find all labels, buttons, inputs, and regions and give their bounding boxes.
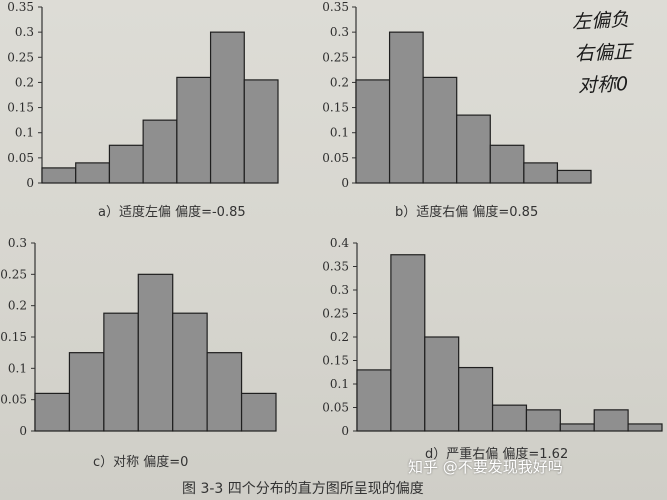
caption-c: c）对称 偏度=0 [93, 455, 189, 470]
y-tick-label: 0 [341, 176, 349, 190]
y-tick-label: 0.15 [0, 330, 27, 344]
y-tick-label: 0.3 [330, 283, 349, 297]
y-tick-label: 0.35 [322, 260, 349, 274]
histogram-bar [388, 31, 424, 184]
y-tick-label: 0.05 [322, 151, 349, 165]
histogram-bar [525, 409, 561, 432]
handwritten-note-symmetric: 对称0 [577, 73, 629, 97]
y-tick-label: 0.1 [15, 126, 34, 140]
y-tick-label: 0 [19, 424, 27, 438]
y-tick-label: 0.15 [322, 354, 349, 368]
histogram-bar [206, 352, 243, 432]
figure-caption: 图 3-3 四个分布的直方图所呈现的偏度 [182, 481, 424, 497]
handwritten-note-right-skew: 右偏正 [574, 41, 633, 65]
y-tick-label: 0.3 [330, 25, 349, 39]
y-tick-label: 0.3 [15, 25, 34, 39]
y-tick-label: 0.2 [330, 75, 349, 89]
y-tick-label: 0 [341, 424, 349, 438]
histogram-bar [422, 76, 458, 184]
histogram-bar [556, 169, 592, 184]
y-tick-label: 0.3 [8, 236, 27, 250]
histogram-bar [559, 423, 595, 432]
histogram-bar [137, 273, 174, 432]
y-tick-label: 0.2 [8, 299, 27, 313]
histogram-bar [103, 312, 139, 432]
histogram-bar [390, 254, 426, 432]
caption-a: a）适度左偏 偏度=-0.85 [98, 205, 246, 220]
watermark: 知乎 @不要发现我好吗 [408, 458, 563, 476]
histogram-bar [593, 409, 629, 432]
y-tick-label: 0.25 [0, 267, 27, 281]
histogram-bar [209, 31, 245, 184]
caption-b: b）适度右偏 偏度=0.85 [395, 205, 539, 220]
y-tick-label: 0.35 [322, 0, 349, 14]
histogram-bar [176, 76, 212, 184]
y-tick-label: 0.1 [8, 361, 27, 375]
y-tick-label: 0.25 [322, 50, 349, 64]
histogram-bar [240, 392, 277, 432]
handwritten-note-left-skew: 左偏负 [571, 8, 630, 34]
histogram-bar [172, 312, 208, 432]
histogram-bar [356, 369, 392, 432]
histogram-bar [491, 404, 528, 432]
y-tick-label: 0.1 [330, 126, 349, 140]
histogram-bar [424, 336, 460, 432]
histogram-bar [243, 79, 279, 184]
y-tick-label: 0.15 [7, 101, 34, 115]
y-tick-label: 0.15 [322, 101, 349, 115]
y-tick-label: 0.2 [330, 330, 349, 344]
caption-d: d）严重右偏 偏度=1.62 [425, 447, 569, 462]
y-tick-label: 0.05 [322, 401, 349, 415]
y-tick-label: 0 [26, 176, 34, 190]
y-tick-label: 0.2 [15, 75, 34, 89]
y-tick-label: 0.1 [330, 377, 349, 391]
y-tick-label: 0.25 [322, 307, 349, 321]
y-tick-label: 0.4 [330, 236, 349, 250]
y-tick-label: 0.05 [0, 393, 27, 407]
histogram-bar [456, 114, 491, 184]
y-tick-label: 0.35 [7, 0, 34, 14]
y-tick-label: 0.25 [7, 50, 34, 64]
y-tick-label: 0.05 [7, 151, 34, 165]
histogram-bar [627, 423, 663, 432]
histogram-bar [458, 366, 494, 432]
histogram-bar [355, 79, 391, 184]
